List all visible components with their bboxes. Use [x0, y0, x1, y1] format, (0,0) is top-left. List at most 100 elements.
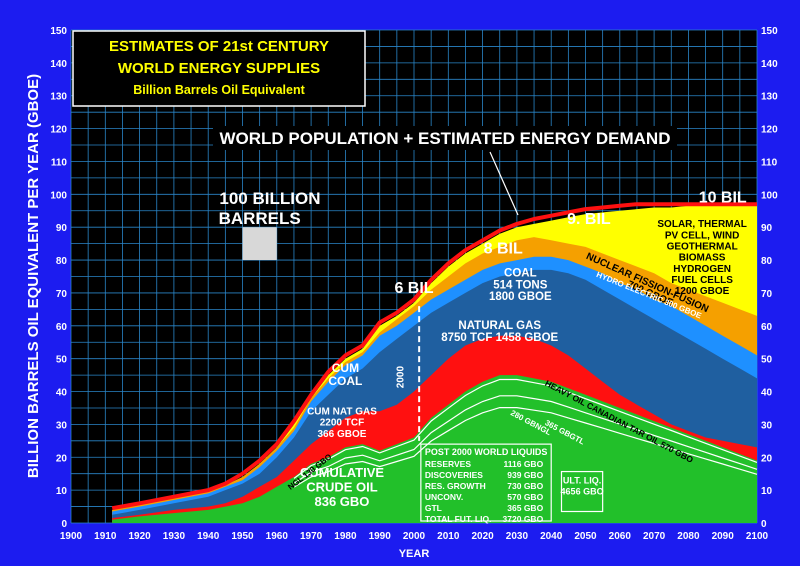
population-6-bil: 6 BIL	[394, 280, 433, 297]
y-tick-label-right: 40	[761, 388, 773, 399]
x-tick-label: 1930	[163, 531, 186, 542]
x-tick-label: 2090	[712, 531, 735, 542]
y-tick-label-left: 10	[56, 486, 68, 497]
cumulative-coal-label: CUM	[332, 361, 359, 375]
x-tick-label: 2020	[471, 531, 494, 542]
solar-label: GEOTHERMAL	[667, 242, 738, 253]
coal-label: 514 TONS	[493, 279, 547, 291]
liquids-row-value: 570 GBO	[507, 492, 543, 502]
y-tick-label-left: 120	[50, 125, 67, 136]
x-tick-label: 1980	[334, 531, 357, 542]
population-8-bil: 8 BIL	[484, 240, 523, 257]
population-9-bil: 9. BIL	[567, 211, 611, 228]
x-axis-label: YEAR	[399, 548, 430, 560]
cumulative-crude-label: 836 GBO	[315, 494, 370, 509]
natural-gas-label: NATURAL GAS	[458, 320, 541, 332]
solar-label: PV CELL, WIND	[665, 230, 739, 241]
y-tick-label-left: 60	[56, 322, 68, 333]
x-tick-label: 2100	[746, 531, 769, 542]
y-tick-label-left: 80	[56, 256, 68, 267]
solar-label: FUEL CELLS	[671, 275, 733, 286]
y-tick-label-left: 110	[51, 157, 68, 168]
coal-label: 1800 GBOE	[489, 291, 552, 303]
cumulative-natgas-label: 2200 TCF	[320, 418, 364, 429]
cumulative-natgas-label: 366 GBOE	[318, 429, 367, 440]
x-tick-label: 1900	[60, 531, 83, 542]
ultimate-liquids-label: 4656 GBO	[561, 487, 604, 497]
solar-label: 1200 GBOE	[675, 286, 730, 297]
y-tick-label-right: 130	[761, 92, 778, 103]
y-tick-label-left: 70	[56, 289, 68, 300]
ultimate-liquids-label: ULT. LIQ.	[563, 476, 601, 486]
y-tick-label-left: 150	[50, 26, 67, 37]
demand-label: WORLD POPULATION + ESTIMATED ENERGY DEMA…	[220, 129, 671, 148]
y-tick-label-right: 10	[761, 486, 773, 497]
y-tick-label-right: 90	[761, 223, 773, 234]
y-tick-label-right: 120	[761, 125, 778, 136]
y-tick-label-right: 80	[761, 256, 773, 267]
y-axis-label: BILLION BARRELS OIL EQUIVALENT PER YEAR …	[25, 74, 42, 478]
post-2000-liquids-box	[420, 443, 552, 522]
y-tick-label-left: 0	[61, 519, 67, 530]
liquids-row-value: 3720 GBO	[503, 514, 544, 524]
hundred-billion-label-2: BARRELS	[219, 209, 301, 228]
solar-label: SOLAR, THERMAL	[657, 219, 746, 230]
liquids-row-label: GTL	[425, 503, 442, 513]
y-tick-label-right: 20	[761, 453, 773, 464]
coal-label: COAL	[504, 268, 537, 280]
y-tick-label-right: 30	[761, 420, 773, 431]
population-10-bil: 10 BIL	[699, 190, 747, 207]
y-tick-label-left: 40	[56, 388, 68, 399]
x-tick-label: 2070	[643, 531, 666, 542]
cumulative-natgas-label: CUM NAT GAS	[307, 407, 377, 418]
liquids-boundary-line	[293, 395, 758, 484]
cumulative-coal-label: COAL	[328, 374, 362, 388]
liquids-row-label: DISCOVERIES	[425, 470, 483, 480]
y-tick-label-right: 140	[761, 59, 778, 70]
demand-label-box	[213, 126, 677, 150]
demand-pointer-line	[489, 151, 519, 216]
x-tick-label: 2040	[540, 531, 563, 542]
post-2000-liquids-title: POST 2000 WORLD LIQUIDS	[425, 447, 548, 457]
x-tick-label: 1920	[128, 531, 151, 542]
chart-subtitle: Billion Barrels Oil Equivalent	[133, 83, 305, 97]
chart-title-line2: WORLD ENERGY SUPPLIES	[118, 60, 320, 77]
y-tick-label-right: 0	[761, 519, 767, 530]
solar-label: BIOMASS	[679, 253, 726, 264]
y-tick-label-left: 30	[56, 420, 68, 431]
x-tick-label: 1970	[300, 531, 323, 542]
ultimate-liquids-box	[560, 470, 604, 513]
chart-title: ESTIMATES OF 21st CENTURY	[109, 38, 329, 55]
y-tick-label-right: 50	[761, 355, 773, 366]
title-box	[72, 30, 366, 107]
demand-line	[111, 202, 757, 511]
x-tick-label: 2060	[609, 531, 632, 542]
axis-ticks: 1900 1910 1920 1930 1940 1950 1960 1970 1980 1990…	[50, 26, 778, 542]
liquids-row-value: 730 GBO	[507, 481, 543, 491]
solar-label: HYDROGEN	[673, 264, 731, 275]
x-tick-label: 2050	[574, 531, 597, 542]
y-tick-label-right: 70	[761, 289, 773, 300]
liquids-row-value: 365 GBO	[507, 503, 543, 513]
year-2000-label: 2000	[396, 366, 407, 389]
liquids-row-label: RESERVES	[425, 459, 471, 469]
area-heavy-oil	[112, 385, 757, 523]
x-tick-label: 1960	[266, 531, 289, 542]
y-tick-label-left: 130	[50, 92, 67, 103]
x-tick-label: 1940	[197, 531, 220, 542]
x-tick-label: 1990	[369, 531, 392, 542]
cumulative-crude-label: CRUDE OIL	[306, 479, 378, 494]
liquids-boundary-line	[293, 378, 758, 479]
y-tick-label-right: 60	[761, 322, 773, 333]
x-tick-label: 2080	[677, 531, 700, 542]
x-tick-label: 1950	[231, 531, 254, 542]
y-tick-label-left: 20	[56, 453, 68, 464]
natural-gas-label: 8750 TCF 1458 GBOE	[441, 332, 558, 344]
x-tick-label: 1910	[94, 531, 117, 542]
liquids-row-label: UNCONV.	[425, 492, 463, 502]
x-tick-label: 2010	[437, 531, 460, 542]
cumulative-crude-label: CUMULATIVE	[300, 465, 385, 480]
liquids-row-value: 1116 GBO	[503, 459, 543, 469]
y-tick-label-left: 100	[50, 190, 67, 201]
